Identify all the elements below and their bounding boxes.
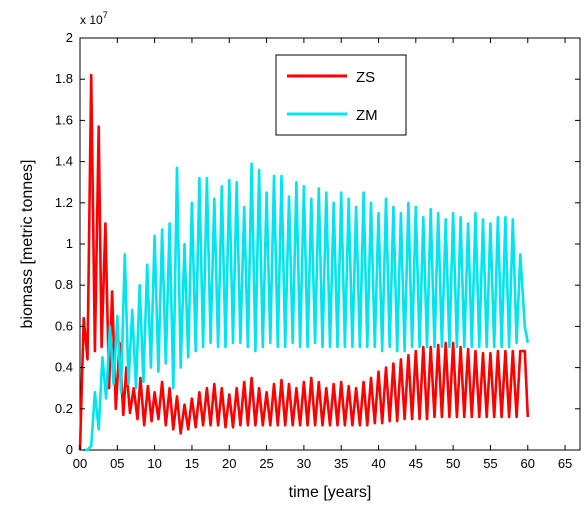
x-tick-label: 00	[73, 456, 87, 471]
x-tick-label: 20	[222, 456, 236, 471]
y-multiplier-exponent: 7	[103, 10, 108, 20]
y-tick-label: 1.8	[55, 71, 73, 86]
x-tick-label: 40	[371, 456, 385, 471]
y-tick-label: 0.6	[55, 318, 73, 333]
x-tick-label: 35	[334, 456, 348, 471]
y-tick-label: 0.2	[55, 401, 73, 416]
x-tick-label: 15	[185, 456, 199, 471]
y-tick-label: 2	[66, 30, 73, 45]
series-line-zm	[83, 162, 530, 452]
y-tick-label: 0.8	[55, 277, 73, 292]
x-tick-label: 05	[110, 456, 124, 471]
x-tick-label: 50	[446, 456, 460, 471]
x-tick-label: 55	[483, 456, 497, 471]
y-tick-label: 1	[66, 236, 73, 251]
legend-label-zm: ZM	[356, 107, 378, 124]
y-multiplier-base: x 10	[80, 13, 103, 27]
legend: ZS ZM	[275, 54, 407, 136]
y-tick-label: 1.2	[55, 195, 73, 210]
x-tick-label: 65	[558, 456, 572, 471]
y-tick-label: 0	[66, 442, 73, 457]
y-tick-label: 1.4	[55, 154, 73, 169]
legend-label-zs: ZS	[356, 69, 375, 86]
series-line-zs	[78, 73, 530, 451]
x-tick-label: 10	[147, 456, 161, 471]
legend-box	[275, 54, 407, 136]
y-axis-label: biomass [metric tonnes]	[19, 160, 36, 329]
x-tick-label: 25	[259, 456, 273, 471]
series-layer	[78, 73, 530, 452]
y-multiplier: x 107	[80, 10, 108, 27]
y-tick-label: 1.6	[55, 112, 73, 127]
x-axis-label: time [years]	[289, 484, 372, 501]
y-tick-label: 0.4	[55, 360, 73, 375]
x-tick-label: 60	[521, 456, 535, 471]
ticks-layer: 00 05 10 15 20 25 30 35 40 45 50 55 60 65 0 0.2 0.4 0.6 0.…	[55, 30, 580, 471]
x-tick-label: 45	[409, 456, 423, 471]
x-tick-label: 30	[297, 456, 311, 471]
